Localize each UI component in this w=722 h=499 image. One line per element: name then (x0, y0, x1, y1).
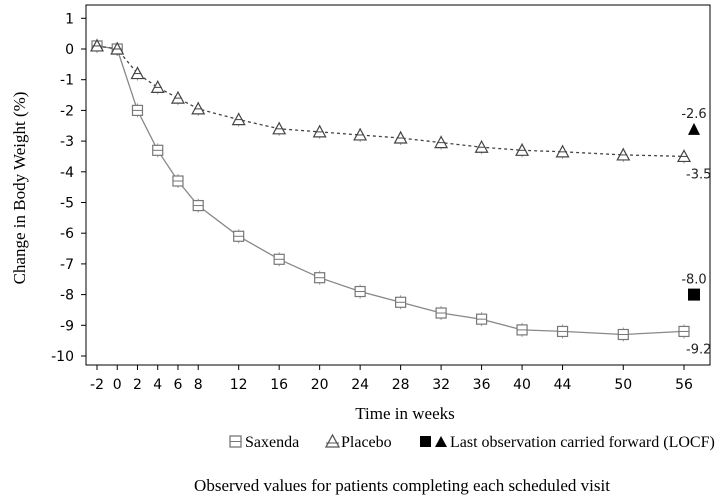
y-axis: 1 0 -1 -2 -3 -4 -5 -6 -7 -8 -9 -10 (51, 11, 86, 365)
y-tick-label: -2 (60, 103, 74, 119)
legend-item-locf: Last observation carried forward (LOCF) (420, 434, 715, 451)
legend-label-locf: Last observation carried forward (LOCF) (450, 434, 715, 451)
x-tick-label: 40 (513, 377, 531, 393)
x-tick-label: 50 (614, 377, 632, 393)
x-tick-label: 12 (230, 377, 248, 393)
footnote: Observed values for patients completing … (194, 476, 610, 495)
y-tick-label: 1 (65, 11, 74, 27)
y-tick-label: -1 (60, 73, 74, 89)
x-tick-label: 6 (174, 377, 183, 393)
series-saxenda (91, 38, 700, 342)
y-axis-title: Change in Body Weight (%) (10, 92, 29, 285)
x-tick-label: 24 (351, 377, 369, 393)
locf-marker-square (688, 288, 700, 301)
x-tick-label: 20 (311, 377, 329, 393)
legend-triangle-open-icon (324, 433, 341, 448)
x-tick-label: 32 (432, 377, 450, 393)
x-tick-label: 0 (113, 377, 122, 393)
series-line-saxenda (96, 45, 685, 336)
legend-triangle-filled-icon (435, 436, 447, 447)
x-tick-label: 4 (153, 377, 162, 393)
x-tick-label: 2 (133, 377, 142, 393)
legend-square-filled-icon (420, 436, 431, 447)
y-tick-label: 0 (65, 42, 74, 58)
plot-frame (85, 4, 711, 366)
legend: Saxenda Placebo Last observation carried… (229, 433, 715, 451)
legend-item-placebo: Placebo (324, 433, 392, 451)
legend-item-saxenda: Saxenda (229, 434, 299, 451)
locf-marker-triangle (688, 122, 700, 135)
x-tick-label: 36 (473, 377, 491, 393)
y-tick-label: -5 (60, 196, 74, 212)
locf-label-saxenda: -8.0 (681, 273, 706, 288)
end-label-placebo: -3.5 (686, 167, 711, 182)
end-label-saxenda: -9.2 (686, 342, 711, 357)
x-axis-title: Time in weeks (355, 404, 455, 423)
series-layer (89, 38, 700, 342)
legend-label-saxenda: Saxenda (245, 434, 299, 451)
y-tick-label: -4 (60, 165, 74, 181)
x-tick-label: 8 (194, 377, 203, 393)
series-line-placebo (96, 45, 685, 158)
y-tick-label: -7 (60, 257, 74, 273)
x-axis: -2 0 2 4 6 8 12 16 20 24 28 32 36 40 44 50 56 (90, 365, 693, 393)
end-labels: -9.2 -8.0 -3.5 -2.6 (681, 107, 711, 358)
legend-label-placebo: Placebo (341, 434, 392, 451)
series-placebo (89, 38, 700, 164)
x-tick-label: 28 (392, 377, 410, 393)
x-tick-label: 44 (554, 377, 572, 393)
y-tick-label: -3 (60, 134, 74, 150)
y-tick-label: -8 (60, 288, 74, 304)
x-tick-label: 16 (270, 377, 288, 393)
y-tick-label: -9 (60, 318, 74, 334)
x-tick-label: 56 (675, 377, 693, 393)
y-tick-label: -6 (60, 226, 74, 242)
x-tick-label: -2 (90, 377, 104, 393)
y-tick-label: -10 (51, 349, 74, 365)
locf-label-placebo: -2.6 (681, 107, 706, 122)
